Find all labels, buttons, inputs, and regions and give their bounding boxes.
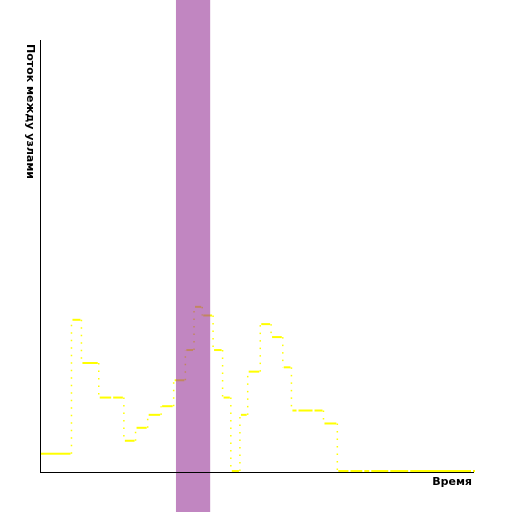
series-step [314,409,323,412]
series-step [410,470,471,472]
series-step [136,426,147,429]
series-step [350,470,363,472]
series-step [338,470,349,472]
series-step [40,452,71,455]
series-step [231,470,239,472]
series-step [148,413,161,416]
series-step [473,470,475,472]
series-step [298,409,313,412]
series-step [364,470,370,472]
series-step [72,318,81,321]
series-layer [40,305,475,472]
series-step [390,470,409,472]
series-step [113,396,123,399]
series-step [248,370,260,373]
series-step [162,405,173,408]
series-step [371,470,389,472]
highlight-band [175,0,211,512]
series-step [324,422,337,425]
series-step [240,413,247,416]
series-step [82,362,98,364]
series-step [223,396,230,399]
y-axis-label: Поток между узлами [24,44,37,179]
series-step [214,349,222,352]
series-step [272,336,282,339]
series-step [124,439,135,442]
series-step [283,366,291,369]
series-step [292,409,297,412]
x-axis-label: Время [432,475,472,488]
series-step [261,323,271,326]
series-step [99,396,112,399]
